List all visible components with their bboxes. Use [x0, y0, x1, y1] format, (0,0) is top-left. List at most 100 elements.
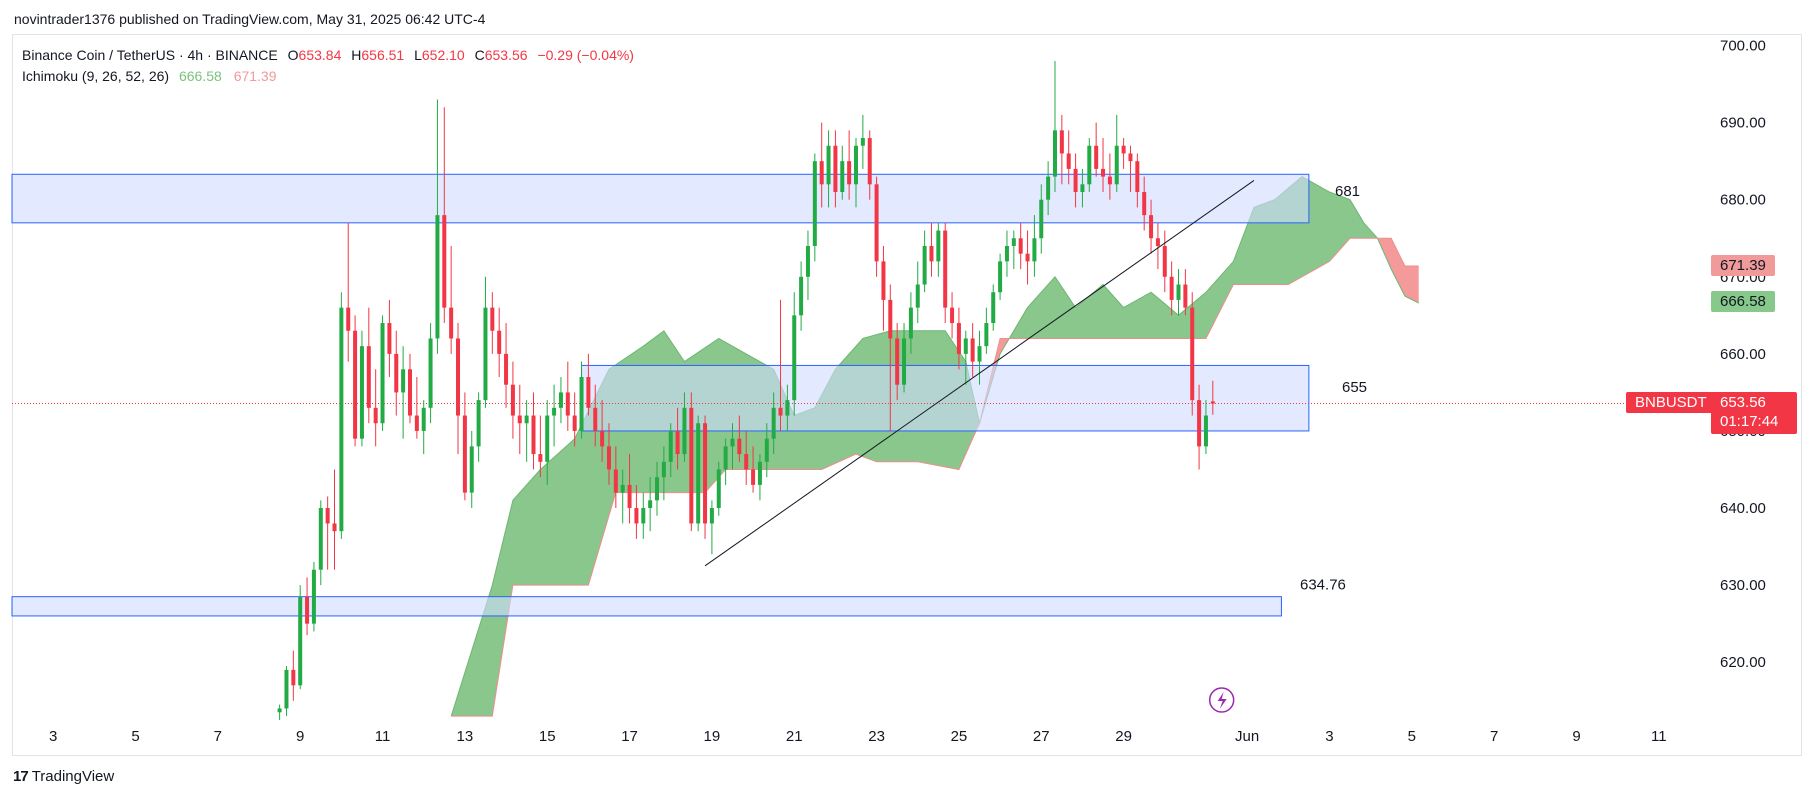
candle: [689, 392, 694, 532]
candle-body: [984, 323, 989, 347]
x-tick-label: 11: [1651, 728, 1667, 745]
candle: [744, 430, 749, 485]
candle-body: [956, 323, 961, 354]
zone-label-1: 681: [1335, 183, 1360, 200]
y-tick-label: 640.00: [1720, 500, 1766, 517]
candle: [366, 307, 371, 424]
candle: [311, 561, 316, 632]
candle-body: [380, 323, 385, 424]
candle-body: [1114, 145, 1119, 185]
candle: [421, 400, 426, 455]
x-tick-label: 11: [375, 728, 391, 745]
candle: [1162, 230, 1167, 293]
candle: [449, 245, 454, 354]
legend-low-label: L: [414, 47, 422, 63]
candle-body: [936, 230, 941, 262]
candle: [538, 415, 543, 478]
candle: [346, 222, 351, 362]
candle-body: [325, 508, 330, 524]
candle: [414, 377, 419, 439]
candle-body: [305, 596, 310, 624]
candle: [510, 361, 515, 439]
candle-body: [1101, 168, 1106, 177]
candle: [854, 138, 858, 208]
candle: [716, 461, 721, 516]
candle: [723, 438, 728, 485]
candle: [730, 423, 735, 470]
candle-body: [545, 415, 550, 462]
candle-body: [565, 392, 570, 416]
candle: [305, 577, 310, 636]
legend-close: 653.56: [484, 47, 528, 63]
y-tick-label: 690.00: [1720, 115, 1766, 132]
candle-body: [449, 307, 454, 339]
candle-body: [421, 407, 426, 431]
candle: [1107, 153, 1112, 200]
candle: [696, 415, 701, 532]
candle-body: [435, 215, 440, 339]
candle: [606, 423, 611, 485]
candle-body: [1032, 238, 1037, 262]
lightning-bolt-icon: [1217, 692, 1227, 709]
candle-body: [1052, 130, 1057, 177]
candle: [627, 454, 632, 524]
candle: [469, 430, 474, 509]
candle-body: [1162, 245, 1167, 277]
candle-body: [600, 430, 605, 447]
candle: [407, 353, 412, 424]
candle: [648, 477, 653, 532]
footer-brand-name: TradingView: [31, 768, 115, 785]
legend-indicator[interactable]: Ichimoku (9, 26, 52, 26): [22, 68, 170, 84]
candle-body: [572, 415, 577, 431]
legend-symbol[interactable]: Binance Coin / TetherUS · 4h · BINANCE: [22, 47, 278, 63]
candle: [504, 323, 509, 408]
candle-body: [1128, 153, 1133, 162]
candle-body: [854, 145, 858, 185]
candle-body: [922, 245, 927, 285]
legend-open-label: O: [287, 47, 299, 63]
chart-frame[interactable]: [12, 34, 1802, 756]
candle: [668, 423, 673, 478]
candle: [428, 323, 433, 424]
candle-body: [1155, 238, 1160, 246]
candle-body: [799, 276, 804, 316]
candle-body: [462, 415, 467, 493]
candle: [641, 492, 646, 539]
candle-body: [977, 346, 982, 362]
candle: [1011, 230, 1016, 270]
span-b-price-tag: 671.39: [1711, 255, 1775, 276]
x-tick-label: 5: [1408, 728, 1416, 745]
candle: [545, 400, 550, 485]
candle-body: [407, 369, 412, 416]
candle: [277, 704, 282, 720]
x-tick-label: Jun: [1235, 728, 1259, 745]
candle: [613, 446, 618, 509]
zone-rect-3: [11, 596, 1282, 617]
candle-body: [531, 415, 536, 455]
footer-brand[interactable]: 17 TradingView: [13, 768, 114, 785]
x-tick-label: 27: [1033, 728, 1050, 745]
candle-body: [428, 338, 433, 408]
candle: [284, 666, 289, 717]
candle: [476, 392, 481, 462]
candle: [572, 392, 577, 447]
candle-body: [332, 523, 337, 532]
candle: [867, 130, 872, 200]
candle: [1183, 269, 1188, 316]
candle: [963, 330, 968, 385]
candle-body: [819, 161, 824, 185]
candle: [462, 392, 467, 501]
candle-body: [641, 508, 646, 524]
candle-body: [675, 430, 680, 455]
candle: [552, 384, 557, 447]
candle: [1210, 380, 1215, 415]
candle-body: [915, 284, 920, 308]
legend-high-label: H: [351, 47, 362, 63]
candle: [771, 392, 776, 455]
candle: [991, 284, 996, 331]
candle-body: [888, 299, 893, 339]
candle: [298, 585, 303, 690]
candle: [737, 415, 742, 462]
candle-body: [1018, 238, 1023, 254]
